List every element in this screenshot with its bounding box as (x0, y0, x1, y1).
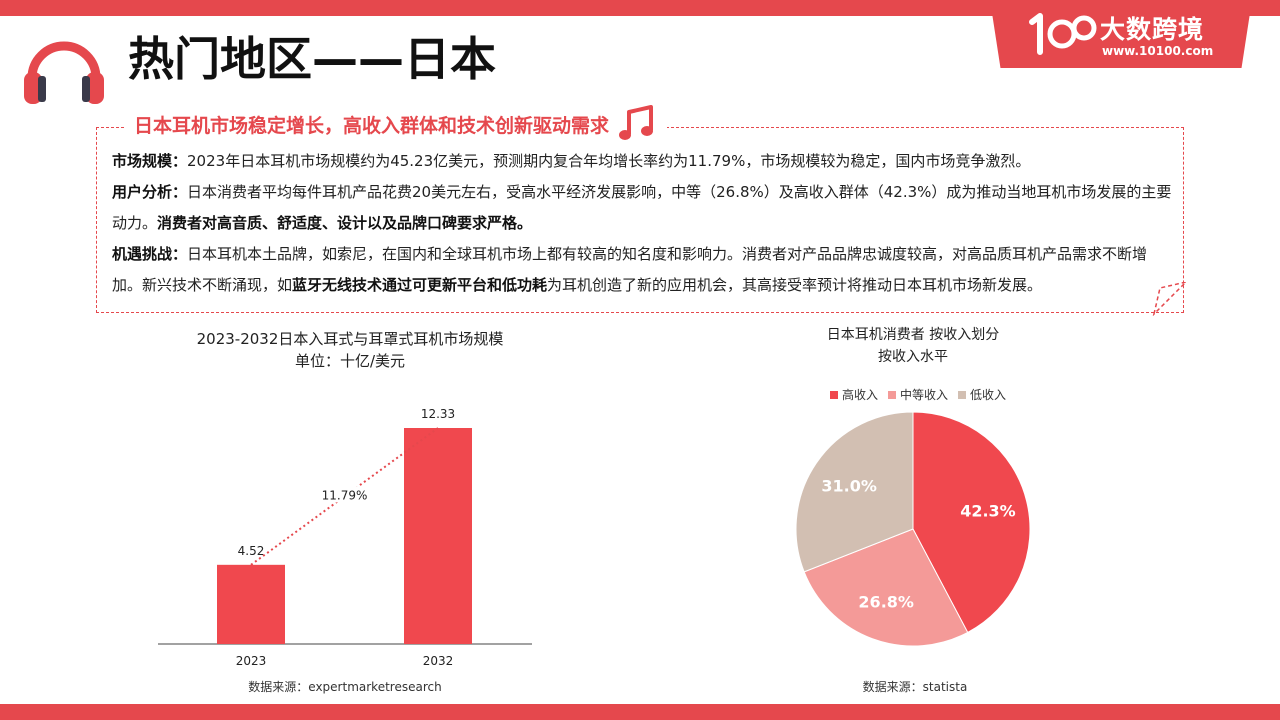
market-size-text: 2023年日本耳机市场规模约为45.23亿美元，预测期内复合年均增长率约为11.… (187, 152, 1031, 170)
legend-swatch (888, 390, 897, 399)
section-subtitle: 日本耳机市场稳定增长，高收入群体和技术创新驱动需求 (134, 114, 610, 137)
brand-name: 大数跨境 (1100, 15, 1205, 44)
page-fold-decoration (1152, 282, 1188, 316)
headphones-icon (24, 41, 104, 104)
legend-label: 中等收入 (900, 388, 949, 402)
pie-chart-title-block: 日本耳机消费者 按收入划分 按收入水平 (760, 324, 1066, 368)
legend-item: 中等收入 (888, 386, 948, 403)
pie-slice-2 (795, 411, 914, 573)
legend-label: 低收入 (970, 388, 1007, 402)
bar-value-label: 4.52 (238, 544, 265, 558)
subtitle-banner: 日本耳机市场稳定增长，高收入群体和技术创新驱动需求 (124, 104, 668, 144)
pie-slice-0 (912, 411, 1031, 634)
pie-chart-title: 日本耳机消费者 按收入划分 (826, 327, 1000, 343)
brand-logo-icon (1029, 13, 1097, 55)
legend-item: 高收入 (830, 386, 878, 403)
market-size-label: 市场规模： (112, 152, 188, 170)
opportunity-text-2: 为耳机创造了新的应用机会，其高接受率预计将推动日本耳机市场新发展。 (547, 276, 1043, 294)
user-analysis-paragraph: 用户分析：日本消费者平均每件耳机产品花费20美元左右，受高水平经济发展影响，中等… (112, 177, 1172, 239)
legend-swatch (958, 390, 967, 399)
pie-slice-label: 42.3% (960, 501, 1016, 520)
pie-slice-label: 31.0% (821, 477, 877, 496)
x-tick-label: 2023 (236, 654, 267, 668)
legend-item: 低收入 (958, 386, 1006, 403)
pie-slice-label: 26.8% (858, 592, 914, 611)
pie-chart-subtitle: 按收入水平 (878, 349, 948, 365)
top-accent-bar (0, 0, 1280, 16)
opportunity-label: 机遇挑战： (112, 245, 188, 263)
market-size-paragraph: 市场规模：2023年日本耳机市场规模约为45.23亿美元，预测期内复合年均增长率… (112, 146, 1172, 177)
music-note-icon (619, 105, 654, 140)
page-title: 热门地区——日本 (128, 32, 496, 86)
legend-swatch (830, 390, 838, 399)
growth-rate-label: 11.79% (322, 488, 368, 502)
opportunity-emphasis: 蓝牙无线技术通过可更新平台和低功耗 (292, 276, 548, 294)
pie-slice-1 (803, 528, 969, 647)
bar-2032 (404, 428, 472, 644)
bar-value-label: 12.33 (421, 407, 455, 421)
legend-label: 高收入 (842, 388, 879, 402)
bar-chart-title: 2023-2032日本入耳式与耳罩式耳机市场规模 (196, 330, 504, 348)
user-analysis-emphasis: 消费者对高音质、舒适度、设计以及品牌口碑要求严格。 (157, 214, 533, 232)
pie-chart: 42.3% 26.8% 31.0% (795, 411, 1031, 647)
brand-url: www.10100.com (1102, 44, 1214, 58)
pie-chart-source: 数据来源：statista (862, 680, 968, 694)
opportunity-paragraph: 机遇挑战：日本耳机本土品牌，如索尼，在国内和全球耳机市场上都有较高的知名度和影响… (112, 239, 1172, 301)
pie-legend: 高收入 中等收入 低收入 (830, 386, 1006, 403)
opportunity-text-1: 日本耳机本土品牌，如索尼，在国内和全球耳机市场上都有较高的知名度和影响力。消费者… (112, 245, 1148, 294)
bar-chart: 4.52 2023 12.33 2032 11.79% (158, 407, 532, 668)
logo-tab (990, 0, 1252, 68)
user-analysis-text: 日本消费者平均每件耳机产品花费20美元左右，受高水平经济发展影响，中等（26.8… (112, 183, 1172, 232)
bottom-accent-bar (0, 704, 1280, 720)
bar-chart-subtitle: 单位：十亿/美元 (294, 352, 406, 370)
bar-chart-title-block: 2023-2032日本入耳式与耳罩式耳机市场规模 单位：十亿/美元 (150, 328, 550, 372)
bar-chart-source: 数据来源：expertmarketresearch (248, 680, 442, 694)
x-tick-label: 2032 (423, 654, 454, 668)
user-analysis-label: 用户分析： (112, 183, 188, 201)
bar-2023 (217, 564, 285, 644)
growth-label-bg (318, 486, 371, 503)
